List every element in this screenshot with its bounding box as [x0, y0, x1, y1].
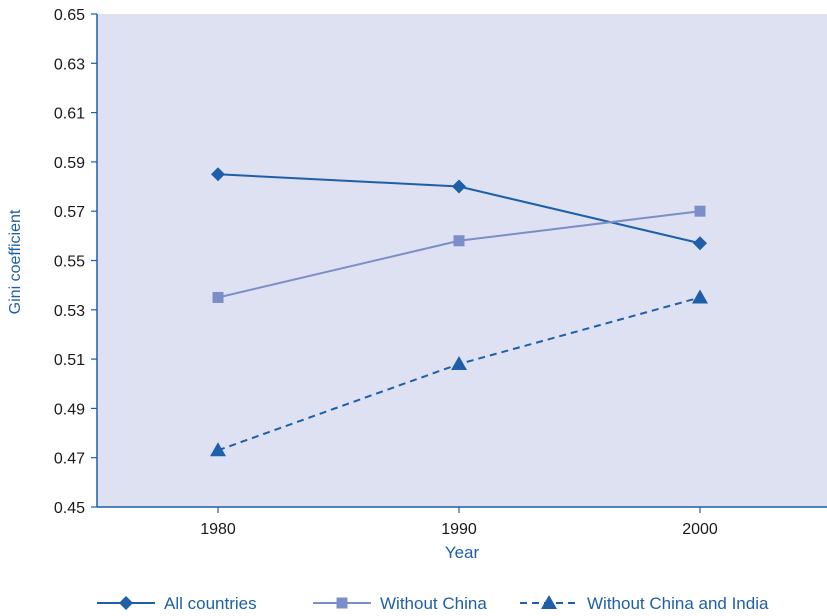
y-tick-label: 0.53	[54, 303, 85, 320]
legend-item: Without China and India	[520, 594, 769, 613]
series-1	[211, 167, 707, 251]
legend-marker	[541, 595, 557, 609]
data-point	[211, 167, 225, 182]
legend-item: All countries	[97, 594, 257, 613]
x-tick-label: 1980	[200, 521, 236, 538]
data-point	[453, 235, 465, 247]
data-point	[452, 179, 466, 194]
legend-item: Without China	[313, 594, 487, 613]
legend-marker	[119, 596, 133, 610]
x-tick-label: 1990	[441, 521, 477, 538]
data-point	[451, 356, 467, 371]
y-tick-label: 0.65	[54, 7, 85, 24]
legend-label: Without China and India	[587, 594, 769, 613]
data-point	[210, 442, 226, 457]
x-axis-title: Year	[445, 543, 480, 562]
y-tick-label: 0.55	[54, 254, 85, 271]
y-tick-label: 0.61	[54, 106, 85, 123]
y-tick-label: 0.45	[54, 500, 85, 517]
x-tick-label: 2000	[682, 521, 718, 538]
series-2	[212, 205, 706, 303]
y-tick-label: 0.51	[54, 352, 85, 369]
y-tick-label: 0.59	[54, 155, 85, 172]
y-tick-label: 0.47	[54, 451, 85, 468]
data-point	[212, 291, 224, 303]
y-tick-label: 0.63	[54, 56, 85, 73]
legend-marker	[336, 597, 348, 609]
legend-label: All countries	[164, 594, 257, 613]
y-axis-title: Gini coefficient	[7, 209, 24, 314]
data-point	[693, 236, 707, 251]
data-point	[692, 289, 708, 304]
data-point	[694, 205, 706, 217]
y-tick-label: 0.49	[54, 401, 85, 418]
plot-area	[97, 14, 827, 507]
y-tick-label: 0.57	[54, 204, 85, 221]
legend-label: Without China	[380, 594, 487, 613]
series-3	[210, 289, 708, 457]
